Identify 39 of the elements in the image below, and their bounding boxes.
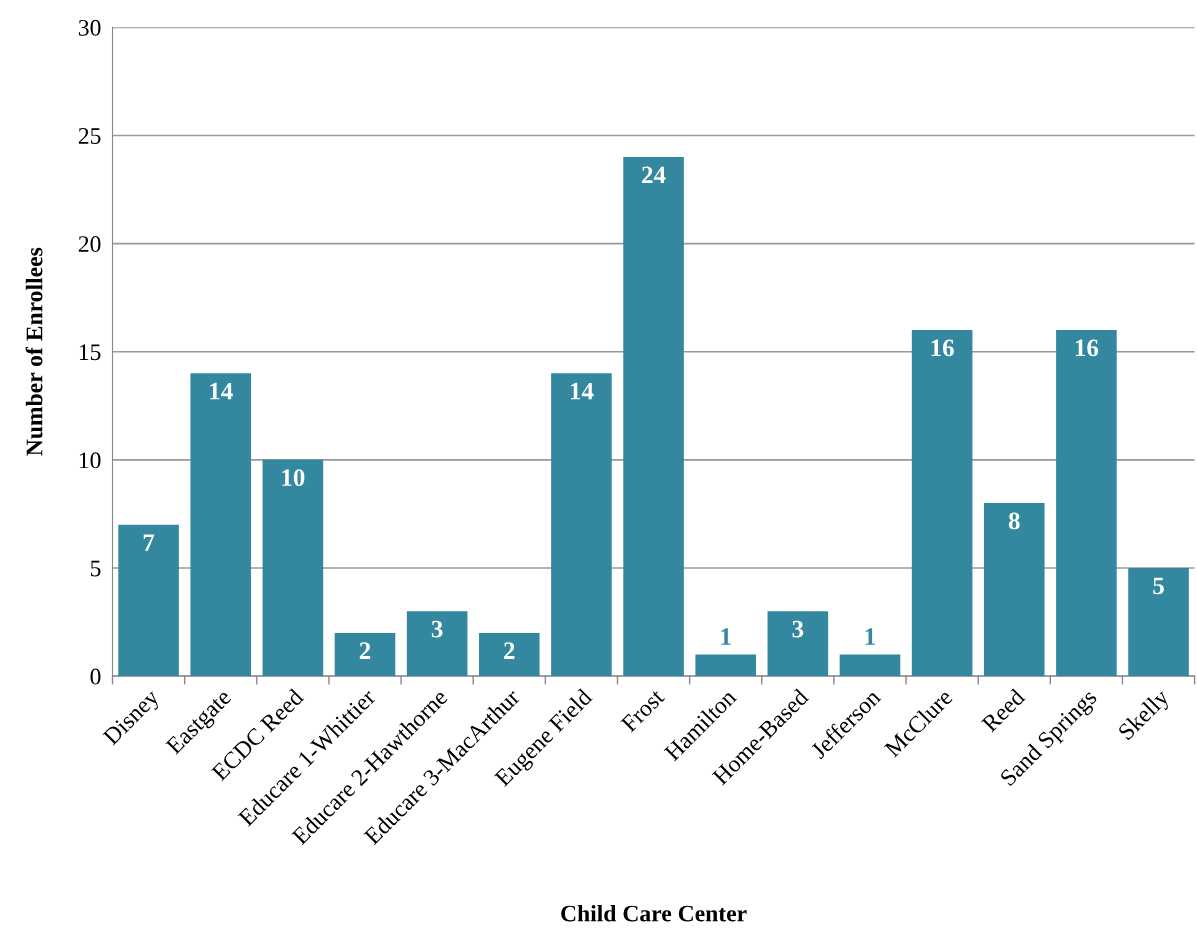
y-tick-label: 30 [78,19,101,36]
bar [551,373,612,677]
data-label: 1 [721,628,731,645]
y-tick-label: 20 [78,236,101,253]
bar [767,611,829,677]
bar [623,157,684,677]
bar [406,611,468,677]
bar [334,632,396,677]
data-label: 8 [1008,512,1020,530]
data-label: 16 [1075,339,1099,357]
data-label: 5 [1153,577,1164,595]
data-label: 10 [282,469,305,487]
x-axis-title: Child Care Center [561,904,747,922]
bar [695,654,756,677]
bar [1128,568,1189,677]
bar [911,330,973,677]
data-label: 2 [359,642,371,659]
data-label: 3 [792,620,804,638]
data-label: 16 [931,339,954,357]
data-label: 14 [570,382,594,400]
bar [118,524,179,677]
bar [839,654,901,677]
data-label: 24 [642,166,666,184]
data-label: 2 [504,642,515,659]
y-tick-label: 5 [90,560,101,577]
data-label: 7 [143,534,155,551]
data-label: 14 [210,382,233,400]
y-tick-label: 25 [78,128,101,144]
bar [1056,330,1117,677]
bar [983,503,1045,677]
bar [478,632,540,677]
y-axis-title: Number of Enrollees [25,247,43,456]
bar [190,373,252,677]
bar [262,459,324,677]
data-label: 1 [865,628,875,645]
y-tick-label: 15 [79,344,101,361]
data-label: 3 [431,620,443,638]
y-tick-label: 10 [79,452,101,469]
y-tick-label: 0 [90,668,101,685]
